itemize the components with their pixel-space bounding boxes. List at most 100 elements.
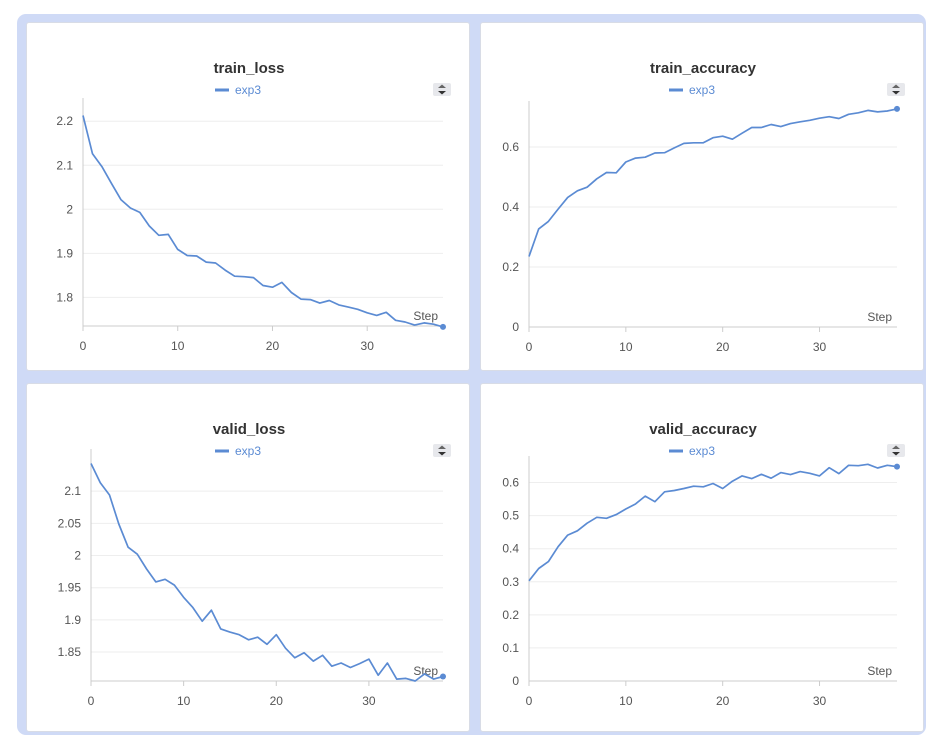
x-tick-label: 10 xyxy=(619,340,633,354)
data-point xyxy=(109,181,113,185)
data-point xyxy=(432,322,436,326)
x-tick-label: 20 xyxy=(270,694,284,708)
data-point xyxy=(798,120,802,124)
legend-label[interactable]: exp3 xyxy=(235,83,261,97)
chart-train-loss: train_loss exp3 1.8 1.9 2 2.1 2.2 0 10 20 30 Step xyxy=(56,60,451,353)
y-tick-label: 0 xyxy=(512,320,519,334)
sort-arrows-icon[interactable] xyxy=(887,83,905,96)
data-point xyxy=(856,111,860,115)
data-point xyxy=(604,516,608,520)
data-point xyxy=(894,463,900,470)
legend-label[interactable]: exp3 xyxy=(689,83,715,97)
data-point xyxy=(209,608,213,612)
data-point xyxy=(284,646,288,650)
data-point xyxy=(108,493,112,497)
data-point xyxy=(252,276,256,280)
y-tick-label: 1.9 xyxy=(64,613,81,627)
legend-label[interactable]: exp3 xyxy=(235,444,261,458)
data-point xyxy=(302,651,306,655)
data-point xyxy=(876,110,880,114)
x-tick-label: 30 xyxy=(813,694,827,708)
y-tick-label: 0.4 xyxy=(502,542,519,556)
data-point xyxy=(585,185,589,189)
chart-train-accuracy: train_accuracy exp3 0 0.2 0.4 0.6 0 10 20 30 Step xyxy=(502,60,905,354)
y-tick-label: 1.85 xyxy=(58,645,82,659)
data-point xyxy=(614,171,618,175)
data-point xyxy=(233,274,237,278)
series-line-exp3 xyxy=(82,115,444,328)
y-tick-label: 0.2 xyxy=(502,608,519,622)
data-point xyxy=(730,137,734,141)
data-point xyxy=(837,117,841,121)
data-point xyxy=(327,298,331,302)
data-point xyxy=(376,673,380,677)
data-point xyxy=(827,115,831,119)
chart-panel-train-accuracy: train_accuracy exp3 0 0.2 0.4 0.6 0 10 20 30 Step xyxy=(480,22,924,371)
data-point xyxy=(311,659,315,663)
y-tick-label: 1.8 xyxy=(56,290,73,304)
data-point xyxy=(614,513,618,517)
data-point xyxy=(404,676,408,680)
y-tick-label: 0.3 xyxy=(502,575,519,589)
legend-label[interactable]: exp3 xyxy=(689,444,715,458)
series-line-exp3 xyxy=(528,463,898,582)
x-tick-label: 30 xyxy=(362,694,376,708)
data-point xyxy=(546,560,550,564)
data-point xyxy=(624,160,628,164)
data-point xyxy=(818,116,822,120)
x-tick-label: 30 xyxy=(813,340,827,354)
data-point xyxy=(788,122,792,126)
data-point xyxy=(339,661,343,665)
data-point xyxy=(750,477,754,481)
data-point xyxy=(808,471,812,475)
y-tick-label: 0.2 xyxy=(502,260,519,274)
data-point xyxy=(566,195,570,199)
x-tick-label: 0 xyxy=(526,340,533,354)
data-point xyxy=(242,275,246,279)
data-point xyxy=(117,522,121,526)
data-point xyxy=(798,470,802,474)
data-point xyxy=(847,112,851,116)
sort-button-bg[interactable] xyxy=(887,83,905,96)
data-point xyxy=(246,638,250,642)
sort-arrows-icon[interactable] xyxy=(433,444,451,457)
data-point xyxy=(172,583,176,587)
data-point xyxy=(280,280,284,284)
data-point xyxy=(701,485,705,489)
chart-title: valid_loss xyxy=(213,421,286,438)
sort-arrows-icon[interactable] xyxy=(887,444,905,457)
data-point xyxy=(191,606,195,610)
data-point xyxy=(566,533,570,537)
x-tick-label: 20 xyxy=(716,340,730,354)
data-point xyxy=(440,323,446,330)
y-tick-label: 2.1 xyxy=(64,484,81,498)
data-point xyxy=(818,474,822,478)
data-point xyxy=(346,305,350,309)
sort-arrows-icon[interactable] xyxy=(433,83,451,96)
data-point xyxy=(779,471,783,475)
data-point xyxy=(643,494,647,498)
x-tick-label: 20 xyxy=(266,339,280,353)
data-point xyxy=(200,619,204,623)
x-tick-label: 0 xyxy=(80,339,87,353)
data-point xyxy=(730,479,734,483)
y-tick-label: 0 xyxy=(512,674,519,688)
data-point xyxy=(182,595,186,599)
sort-button-bg[interactable] xyxy=(433,83,451,96)
sort-button-bg[interactable] xyxy=(887,444,905,457)
data-point xyxy=(219,627,223,631)
data-point xyxy=(385,661,389,665)
data-point xyxy=(750,126,754,130)
sort-button-bg[interactable] xyxy=(433,444,451,457)
data-point xyxy=(847,463,851,467)
data-point xyxy=(575,529,579,533)
data-point xyxy=(348,665,352,669)
y-tick-label: 0.5 xyxy=(502,509,519,523)
x-axis-label: Step xyxy=(413,664,438,678)
sort-down-arrow xyxy=(892,452,900,456)
y-tick-label: 2 xyxy=(74,549,81,563)
data-point xyxy=(663,490,667,494)
data-point xyxy=(89,462,93,466)
data-point xyxy=(135,552,139,556)
data-point xyxy=(585,521,589,525)
